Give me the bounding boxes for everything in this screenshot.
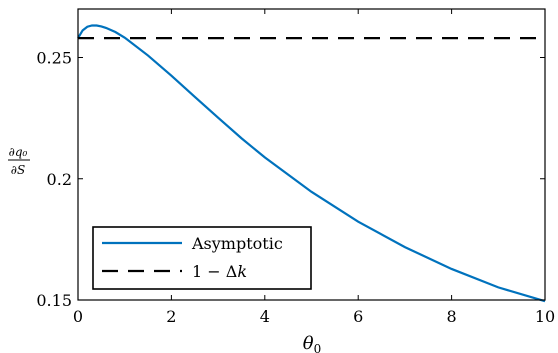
x-tick-label: 4 [260, 307, 270, 326]
y-tick-label: 0.25 [36, 49, 72, 68]
y-tick-label: 0.15 [36, 291, 72, 310]
x-tick-label: 8 [447, 307, 457, 326]
legend-label-asymptotic: Asymptotic [191, 234, 283, 253]
y-axis-label-denominator: ∂S [11, 163, 25, 177]
legend: Asymptotic 1 − Δk [92, 226, 312, 290]
legend-label-reference: 1 − Δk [192, 262, 247, 281]
x-tick-label: 2 [166, 307, 176, 326]
plot-frame [77, 8, 546, 301]
ticks: 0 2 4 6 8 10 0.15 0.2 0.25 [36, 9, 555, 326]
series-line-asymptotic [77, 24, 546, 303]
y-axis-label-numerator: ∂q₀ [9, 145, 28, 159]
x-tick-label: 10 [535, 307, 555, 326]
x-tick-label: 6 [353, 307, 363, 326]
plot-content [77, 24, 546, 303]
x-axis-label: θ0 [303, 333, 321, 353]
legend-box [92, 226, 312, 290]
x-tick-label: 0 [73, 307, 83, 326]
y-tick-label: 0.2 [47, 170, 72, 189]
